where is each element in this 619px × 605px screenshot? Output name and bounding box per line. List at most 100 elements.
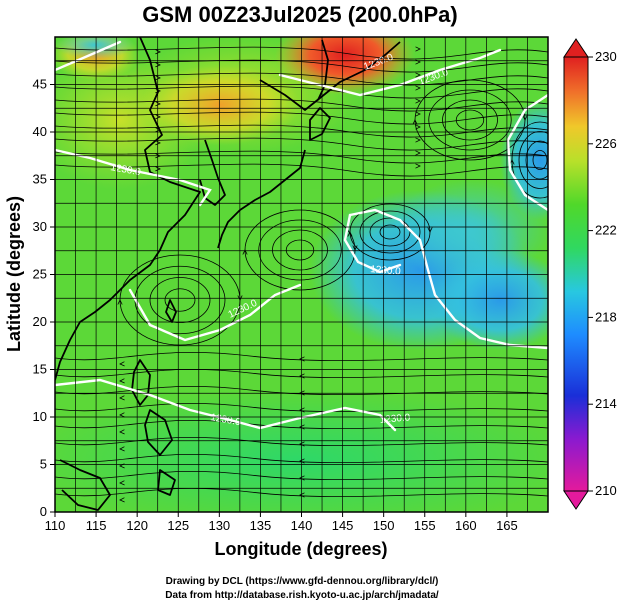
streamline-arrow (155, 75, 161, 81)
streamline-loop-anticyclone-north-pacific (428, 89, 512, 151)
streamline (55, 85, 548, 99)
streamline-arrow (299, 441, 305, 447)
x-tick-label: 140 (291, 518, 313, 533)
streamline-arrow (415, 124, 421, 130)
contour-west (55, 148, 212, 207)
streamline-arrow (119, 361, 125, 367)
x-tick-label: 135 (250, 518, 272, 533)
streamline-arrow (155, 101, 161, 107)
contour-label: 1230.0 (109, 162, 141, 178)
contour-southwest (128, 283, 302, 342)
contour-label: 1230.0 (209, 412, 241, 428)
streamline-arrow (299, 424, 305, 430)
streamline-arrow (427, 227, 433, 233)
colorbar-top-arrow (563, 38, 589, 58)
streamline-arrow (415, 98, 421, 104)
contour-low-center (348, 208, 548, 350)
streamline (55, 351, 548, 362)
streamline-arrow (119, 429, 125, 435)
streamline-arrow (299, 407, 305, 413)
coast-russia (259, 41, 401, 111)
streamline-loop-anticyclone-west (149, 277, 211, 323)
streamline-arrow (299, 458, 305, 464)
y-tick-label: 20 (33, 314, 47, 329)
streamline (55, 385, 548, 396)
streamline (55, 46, 548, 60)
y-tick-label: 5 (40, 457, 47, 472)
streamline-arrow (299, 373, 305, 379)
streamline-arrow (299, 492, 305, 498)
streamline (55, 124, 548, 138)
streamline-loop-cyclone-center (379, 224, 401, 240)
streamline (55, 436, 548, 447)
x-tick-label: 145 (332, 518, 354, 533)
streamline-arrow (415, 137, 421, 143)
map-title: GSM 00Z23Jul2025 (200.0hPa) (142, 2, 458, 27)
streamline-arrow (119, 480, 125, 486)
contour-label: 1230.0 (379, 412, 411, 426)
contour-low-west (343, 213, 402, 274)
streamline-arrow (299, 356, 305, 362)
y-axis: 0 5 10 15 20 25 30 35 40 45 (33, 77, 55, 519)
streamline-loop-anticyclone-north-pacific (442, 99, 498, 141)
streamline-arrow (522, 115, 528, 121)
streamline (55, 470, 548, 481)
colorbar-body (563, 56, 589, 492)
streamline-loop-cyclone-east (532, 150, 548, 170)
streamline-arrow (155, 140, 161, 146)
coast-luzon (131, 359, 151, 406)
shade-cyan-east (390, 180, 548, 280)
x-axis-title: Longitude (degrees) (214, 539, 387, 559)
colorbar-ticks: 210 214 218 222 226 230 (588, 49, 617, 498)
x-tick-label: 165 (496, 518, 518, 533)
y-tick-label: 15 (33, 362, 47, 377)
streamline-arrow (415, 111, 421, 117)
colorbar-tick-label: 218 (595, 309, 617, 324)
streamline-loop-anticyclone-north-pacific (455, 109, 485, 131)
contour-east-high (506, 93, 548, 212)
streamline (55, 111, 548, 125)
x-tick-label: 160 (455, 518, 477, 533)
y-tick-label: 30 (33, 219, 47, 234)
streamline-arrow (415, 72, 421, 78)
y-tick-label: 45 (33, 77, 47, 92)
shade-cyan-corner (55, 37, 135, 59)
contour-tropical (55, 378, 397, 432)
streamline (55, 137, 548, 151)
gridlines (55, 37, 548, 512)
streamline-arrow (415, 150, 421, 156)
shade-red-maximum (275, 37, 415, 95)
streamline (55, 163, 548, 177)
y-tick-label: 40 (33, 124, 47, 139)
streamline-arrow (352, 245, 358, 251)
colorbar: 210 214 218 222 226 230 (563, 38, 617, 510)
streamline (55, 487, 548, 498)
colorbar-tick-label: 222 (595, 223, 617, 238)
streamline-arrow (119, 412, 125, 418)
streamline-loop-cyclone-center (369, 217, 411, 247)
x-tick-label: 150 (373, 518, 395, 533)
coast-borneo (59, 459, 111, 511)
x-tick-label: 130 (208, 518, 230, 533)
streamline (55, 72, 548, 86)
x-tick-label: 110 (45, 518, 66, 533)
coast-japan (217, 149, 306, 249)
colorbar-tick-label: 226 (595, 136, 617, 151)
contour-north-east (278, 48, 502, 97)
contour-north (55, 40, 122, 72)
streamline-loop-flow-south-japan (272, 229, 328, 271)
streamline-arrow (119, 378, 125, 384)
x-tick-label: 125 (167, 518, 189, 533)
colorbar-bottom-arrow (563, 490, 589, 510)
streamline (55, 402, 548, 413)
streamline-loop-flow-south-japan (258, 219, 342, 281)
y-axis-title: Latitude (degrees) (4, 196, 24, 352)
x-tick-label: 155 (414, 518, 436, 533)
coastlines (55, 37, 401, 511)
coast-sakhalin (317, 39, 329, 101)
coast-philippines-south (144, 409, 173, 456)
x-tick-label: 120 (126, 518, 148, 533)
y-tick-label: 35 (33, 172, 47, 187)
streamline-arrow (242, 249, 248, 255)
